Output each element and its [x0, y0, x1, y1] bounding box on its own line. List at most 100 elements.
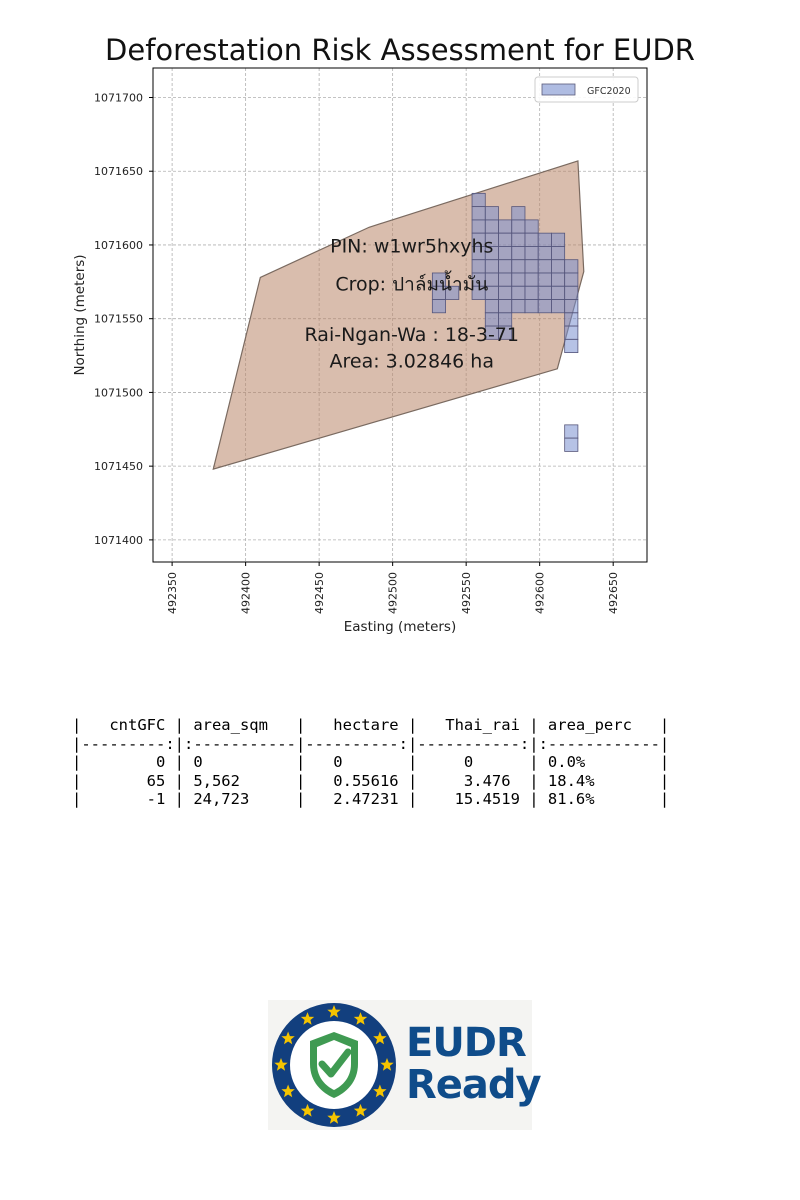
gfc-cell — [524, 259, 539, 274]
gfc-cell — [524, 285, 539, 300]
gfc-cell — [511, 219, 526, 234]
legend: GFC2020 — [534, 76, 639, 103]
gfc-cell — [484, 206, 499, 221]
star-icon — [373, 1031, 387, 1045]
annotations: PIN: w1wr5hxyhs Crop: ปาล์มน้ำมัน Rai-Ngan… — [305, 235, 519, 372]
plot-boundary-polygon — [212, 160, 585, 470]
gfc-cell — [551, 246, 566, 261]
gfc-cell — [445, 285, 460, 300]
gfc-cell — [537, 232, 552, 247]
gfc-cell — [551, 285, 566, 300]
legend-label: GFC2020 — [587, 86, 631, 97]
y-axis-label: Northing (meters) — [72, 254, 88, 375]
gfc-cell — [524, 299, 539, 314]
gfc-cell — [551, 232, 566, 247]
gfc-cell — [484, 299, 499, 314]
x-tick-label: 492400 — [240, 572, 253, 614]
gfc-cell — [511, 285, 526, 300]
y-tick-label: 1071600 — [94, 239, 143, 252]
table-row: | 65 | 5,562 | 0.55616 | 3.476 | 18.4% | — [72, 771, 670, 790]
gfc-cell — [564, 437, 579, 452]
gfc-cell — [524, 232, 539, 247]
gfc-cell — [537, 299, 552, 314]
gfc-cell — [471, 192, 486, 208]
x-axis-label: Easting (meters) — [344, 619, 456, 635]
gfc-cell — [564, 424, 579, 439]
star-icon — [274, 1058, 288, 1071]
gfc-cell — [471, 219, 486, 234]
logo-word-eudr: EUDR — [406, 1020, 527, 1066]
gfc-cell — [511, 232, 526, 247]
table-header-row: | cntGFC | area_sqm | hectare | Thai_rai… — [72, 716, 670, 734]
gfc-cell — [498, 299, 513, 314]
gfc-cell — [511, 206, 526, 221]
gfc-cell — [471, 206, 486, 221]
y-tick-label: 1071500 — [94, 386, 143, 399]
y-tick-label: 1071450 — [94, 460, 143, 473]
gfc-cell — [564, 272, 579, 287]
gfc-cell — [498, 285, 513, 300]
annotation-text: PIN: w1wr5hxyhs — [330, 235, 493, 257]
x-tick-label: 492450 — [313, 572, 326, 614]
axis-ticks: 492350 492400 492450 492500 492550 492600 4926… — [94, 91, 620, 614]
gfc-cell — [431, 299, 446, 314]
star-icon — [353, 1012, 368, 1025]
gfc-cell — [537, 259, 552, 274]
gfc-cell — [524, 219, 539, 234]
star-icon — [300, 1012, 315, 1025]
x-tick-label: 492550 — [460, 572, 473, 614]
eu-stars-emblem-icon — [272, 1003, 396, 1127]
table-row: | 0 | 0 | 0 | 0 | 0.0% | — [72, 753, 670, 771]
table-separator-row: |---------:|:-----------|----------:|---… — [72, 734, 670, 753]
star-icon — [327, 1111, 341, 1124]
gfc-cell — [471, 259, 486, 274]
annotation-text: Area: 3.02846 ha — [330, 350, 494, 372]
star-icon — [380, 1058, 394, 1071]
gfc-cell — [498, 259, 513, 274]
gfc-cell — [511, 259, 526, 274]
gfc-cell — [537, 272, 552, 287]
gfc-cells-layer — [431, 192, 579, 452]
gfc-cell — [484, 219, 499, 234]
gfc-cell — [511, 299, 526, 314]
gfc-cell — [484, 259, 499, 274]
gfc-cell — [524, 272, 539, 287]
check-icon — [318, 1048, 352, 1078]
gfc-cell — [564, 285, 579, 300]
gfc-cell — [524, 246, 539, 261]
chart-title: Deforestation Risk Assessment for EUDR — [105, 33, 695, 67]
y-tick-label: 1071650 — [94, 165, 143, 178]
table-row: | -1 | 24,723 | 2.47231 | 15.4519 | 81.6… — [72, 790, 670, 808]
gfc-cell — [511, 272, 526, 287]
annotation-text: Crop: ปาล์มน้ำมัน — [335, 271, 488, 296]
legend-box — [534, 76, 639, 103]
eudr-ready-logo: EUDR Ready — [268, 1000, 542, 1130]
gfc-cell — [498, 219, 513, 234]
gfc-cell — [537, 285, 552, 300]
gfc-cell — [564, 312, 579, 327]
x-tick-label: 492500 — [387, 572, 400, 614]
gfc-cell — [564, 259, 579, 274]
star-icon — [373, 1084, 387, 1098]
annotation-text: Rai-Ngan-Wa : 18-3-71 — [305, 324, 519, 346]
x-tick-label: 492600 — [534, 572, 547, 614]
gfc-cell — [551, 259, 566, 274]
gfc-cell — [564, 299, 579, 314]
gfc-cell — [498, 325, 513, 340]
star-icon — [281, 1084, 295, 1098]
star-icon — [327, 1005, 341, 1018]
gfc-cell — [564, 325, 579, 340]
plot-polygon-layer — [212, 160, 585, 470]
gfc-cell — [498, 246, 513, 261]
y-tick-label: 1071400 — [94, 534, 143, 547]
x-tick-label: 492350 — [166, 572, 179, 614]
gfc-cell — [564, 338, 579, 354]
y-tick-label: 1071550 — [94, 313, 143, 326]
logo-word-ready: Ready — [406, 1062, 542, 1108]
stats-table: | cntGFC | area_sqm | hectare | Thai_rai… — [72, 716, 669, 809]
gfc-cell — [498, 232, 513, 247]
chart: Deforestation Risk Assessment for EUDR 4… — [72, 33, 695, 635]
star-icon — [300, 1103, 315, 1117]
y-tick-label: 1071700 — [94, 91, 143, 104]
gfc-cell — [498, 272, 513, 287]
